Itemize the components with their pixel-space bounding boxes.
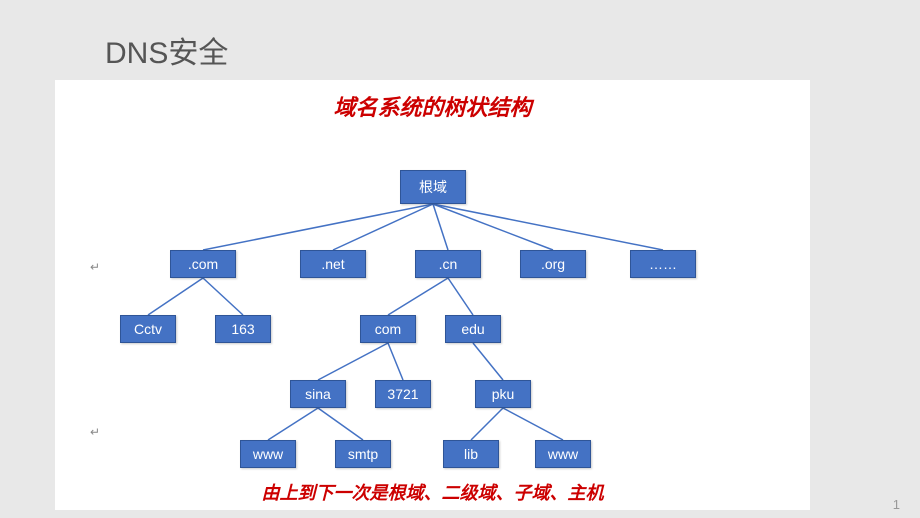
node-www1: www (240, 440, 296, 468)
node-root: 根域 (400, 170, 466, 204)
node-edu: edu (445, 315, 501, 343)
node-cn: .cn (415, 250, 481, 278)
node-d163: 163 (215, 315, 271, 343)
node-sina: sina (290, 380, 346, 408)
node-com: .com (170, 250, 236, 278)
diagram-caption: 由上到下一次是根域、二级域、子域、主机 (55, 479, 810, 505)
diagram-title: 域名系统的树状结构 (55, 90, 810, 122)
node-pku: pku (475, 380, 531, 408)
paragraph-mark: ↵ (90, 260, 100, 274)
paragraph-mark: ↵ (90, 425, 100, 439)
node-com2: com (360, 315, 416, 343)
node-org: .org (520, 250, 586, 278)
page-number: 1 (893, 497, 900, 512)
node-net: .net (300, 250, 366, 278)
node-lib: lib (443, 440, 499, 468)
diagram-area: 域名系统的树状结构 ↵ ↵ 由上到下一次是根域、二级域、子域、主机 根域 .com… (55, 80, 810, 510)
node-cctv: Cctv (120, 315, 176, 343)
page-title: DNS安全 (105, 28, 228, 72)
node-s3721: 3721 (375, 380, 431, 408)
node-more: …… (630, 250, 696, 278)
tree-edges (55, 80, 810, 510)
node-www2: www (535, 440, 591, 468)
node-smtp: smtp (335, 440, 391, 468)
